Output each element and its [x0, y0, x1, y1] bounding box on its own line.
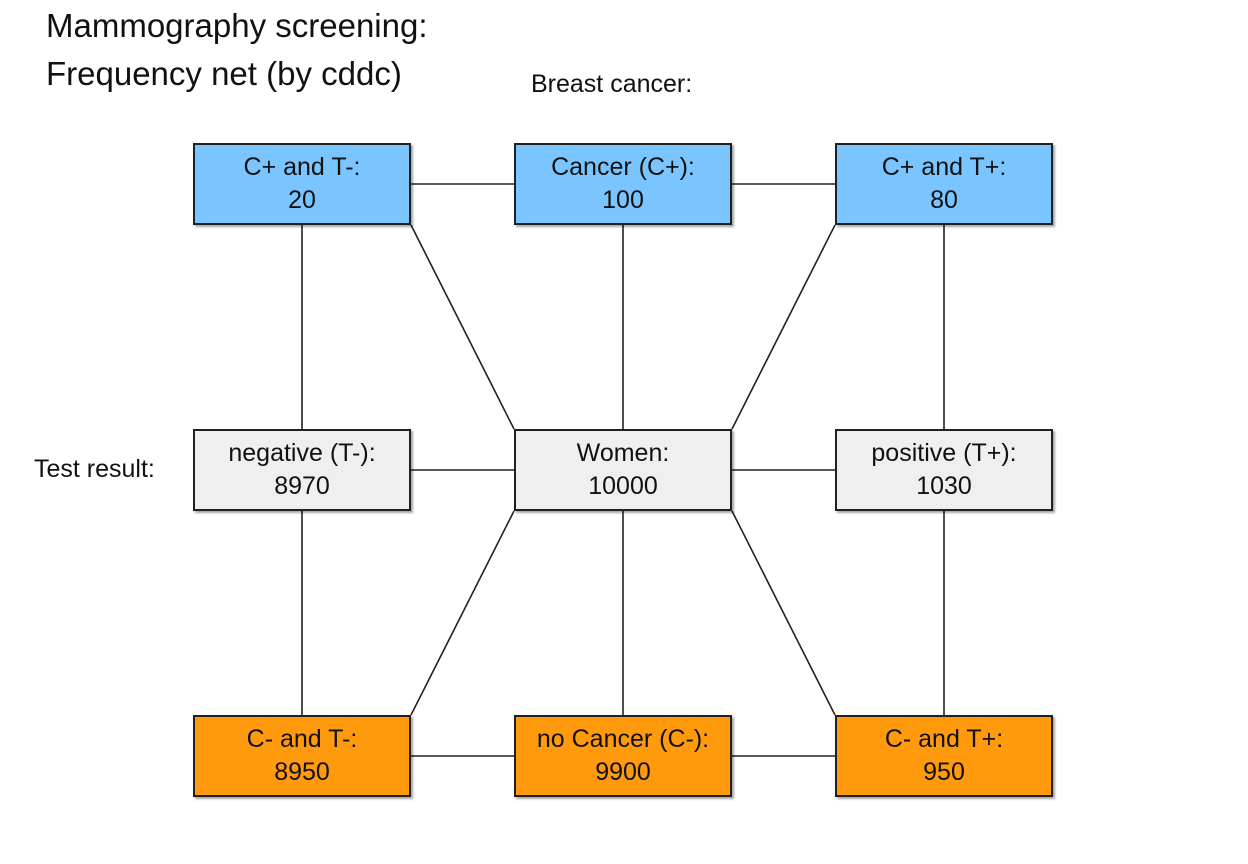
node-women: Women: 10000 — [514, 429, 732, 511]
breast-cancer-label: Breast cancer: — [531, 70, 693, 98]
node-cancer-test-negative: C+ and T-: 20 — [193, 143, 411, 225]
edge-women-cnegtpos — [731, 510, 836, 716]
node-value: 10000 — [588, 472, 658, 500]
node-label: Cancer (C+): — [551, 153, 695, 181]
node-label: positive (T+): — [871, 439, 1017, 467]
node-value: 100 — [602, 186, 644, 214]
diagram-title-line-1: Mammography screening: — [46, 7, 428, 44]
node-value: 1030 — [916, 472, 972, 500]
test-result-label: Test result: — [34, 455, 155, 483]
node-test-positive: positive (T+): 1030 — [835, 429, 1053, 511]
node-cancer-test-positive: C+ and T+: 80 — [835, 143, 1053, 225]
edge-cpostneg-women — [410, 224, 515, 430]
node-value: 950 — [923, 758, 965, 786]
node-value: 9900 — [595, 758, 651, 786]
node-no-cancer-test-positive: C- and T+: 950 — [835, 715, 1053, 797]
node-label: C+ and T+: — [881, 153, 1007, 181]
node-label: Women: — [576, 439, 670, 467]
edge-women-cnegtneg — [410, 510, 515, 716]
node-value: 8950 — [274, 758, 330, 786]
node-value: 80 — [930, 186, 958, 214]
node-label: negative (T-): — [228, 439, 376, 467]
diagram-title-line-2: Frequency net (by cddc) — [46, 55, 402, 92]
node-cancer: Cancer (C+): 100 — [514, 143, 732, 225]
edge-cpostpos-women — [731, 224, 836, 430]
node-no-cancer: no Cancer (C-): 9900 — [514, 715, 732, 797]
node-no-cancer-test-negative: C- and T-: 8950 — [193, 715, 411, 797]
node-label: C- and T-: — [246, 725, 358, 753]
node-label: C- and T+: — [884, 725, 1004, 753]
node-value: 8970 — [274, 472, 330, 500]
node-label: C+ and T-: — [243, 153, 361, 181]
node-test-negative: negative (T-): 8970 — [193, 429, 411, 511]
node-label: no Cancer (C-): — [536, 725, 710, 753]
node-value: 20 — [288, 186, 316, 214]
